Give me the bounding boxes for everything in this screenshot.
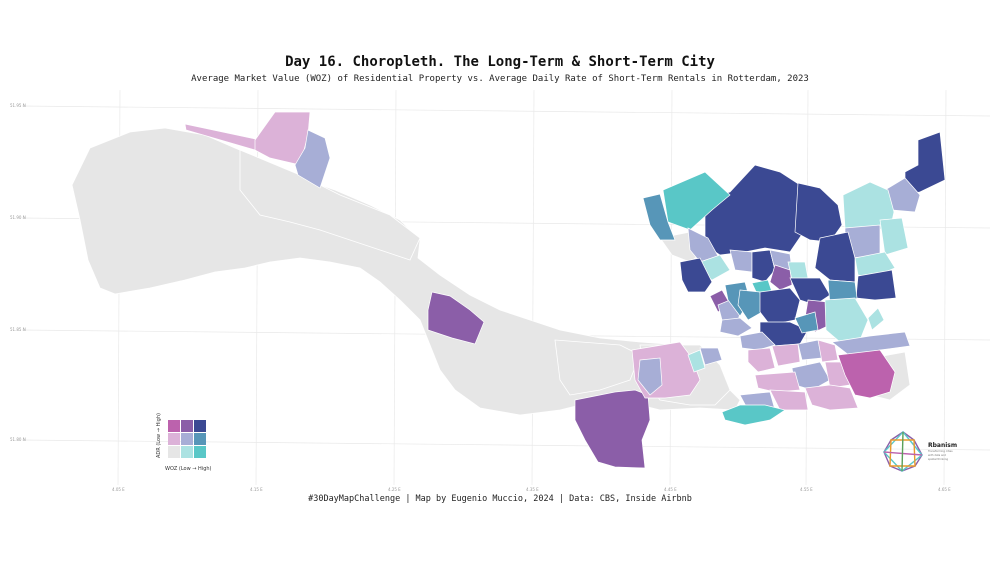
logo-name: Rbanism [928, 442, 957, 449]
legend-y-label: ADR (Low → High) [156, 413, 162, 458]
neighbourhood-katendrecht [739, 331, 776, 351]
legend-cell-low-high [168, 420, 180, 432]
legend-cell-high-mid [194, 433, 206, 445]
neighbourhood-afrikaanderwijk [771, 343, 801, 367]
map-subtitle: Average Market Value (WOZ) of Residentia… [191, 74, 809, 84]
district-botlek [239, 149, 421, 261]
legend-cell-low-mid [168, 433, 180, 445]
y-tick-label: 51.80 N [10, 437, 26, 442]
neighbourhoods [184, 111, 946, 469]
legend-cell-high-low [194, 446, 206, 458]
neighbourhood-hoogvliet-north [427, 291, 485, 345]
logo-tagline: with data and [928, 453, 946, 457]
neighbourhood-centrum-dark [759, 287, 801, 326]
neighbourhood-hillegersberg [794, 182, 843, 243]
x-tick-label: 4.15 E [250, 487, 263, 492]
legend-cell-mid-low [181, 446, 193, 458]
neighbourhood-zestienhoven [642, 193, 676, 241]
neighbourhood-waalhaven-cyan [687, 349, 706, 373]
legend-cell-mid-high [181, 420, 193, 432]
star-icon [883, 430, 923, 472]
district-pernis [554, 339, 641, 396]
neighbourhood-oude-westen [719, 317, 753, 337]
x-tick-label: 4.05 E [112, 487, 125, 492]
neighbourhood-tarwewijk [699, 347, 723, 366]
x-tick-label: 4.55 E [800, 487, 813, 492]
neighbourhood-noordereiland [794, 311, 819, 334]
map-caption: #30DayMapChallenge | Map by Eugenio Mucc… [308, 494, 692, 504]
neighbourhood-groot-ijsselmonde [804, 384, 859, 411]
neighbourhood-overschie [704, 164, 806, 256]
neighbourhood-heijplaat-teal [721, 404, 786, 426]
neighbourhood-rozenburg-east [294, 129, 331, 189]
neighbourhood-kralingen-dark [814, 231, 856, 283]
neighbourhood-charlois-pink-1 [747, 347, 776, 373]
neighbourhood-agniese [769, 264, 793, 291]
y-tick-label: 51.85 N [10, 327, 26, 332]
logo-tagline: spatial thinking [928, 457, 948, 461]
x-tick-label: 4.45 E [664, 487, 677, 492]
neighbourhood-beverwaard [837, 349, 896, 399]
legend-cell-mid-mid [181, 433, 193, 445]
neighbourhood-blijdorp [729, 249, 753, 273]
neighbourhood-capelle-cyan [879, 217, 909, 256]
neighbourhood-pernis-blue [637, 357, 663, 396]
neighbourhood-esch-strip [867, 307, 885, 331]
y-tick-label: 51.95 N [10, 103, 26, 108]
x-tick-label: 4.65 E [938, 487, 951, 492]
legend-cell-low-low [168, 446, 180, 458]
neighbourhood-bergpolder [751, 249, 776, 283]
neighbourhood-bospolder [679, 257, 713, 293]
neighbourhood-stadsdriehoek [789, 277, 831, 306]
neighbourhood-hillesluis [817, 339, 839, 363]
bivariate-legend: WOZ (Low → High) ADR (Low → High) [156, 413, 212, 472]
x-tick-label: 4.25 E [388, 487, 401, 492]
rbanism-logo: Rbanism Transforming cities with data an… [883, 430, 957, 472]
legend-cell-high-high [194, 420, 206, 432]
neighbourhood-hoogvliet-south [574, 389, 651, 469]
neighbourhood-zuidwijk [769, 389, 809, 411]
legend-x-label: WOZ (Low → High) [165, 466, 212, 472]
logo-tagline: Transforming cities [928, 449, 953, 453]
neighbourhood-de-esch [824, 297, 869, 343]
map-title: Day 16. Choropleth. The Long-Term & Shor… [285, 54, 715, 70]
neighbourhood-cool [737, 289, 763, 321]
neighbourhood-charlois-pink-2 [754, 371, 801, 393]
x-tick-label: 4.35 E [526, 487, 539, 492]
y-tick-label: 51.90 N [10, 215, 26, 220]
